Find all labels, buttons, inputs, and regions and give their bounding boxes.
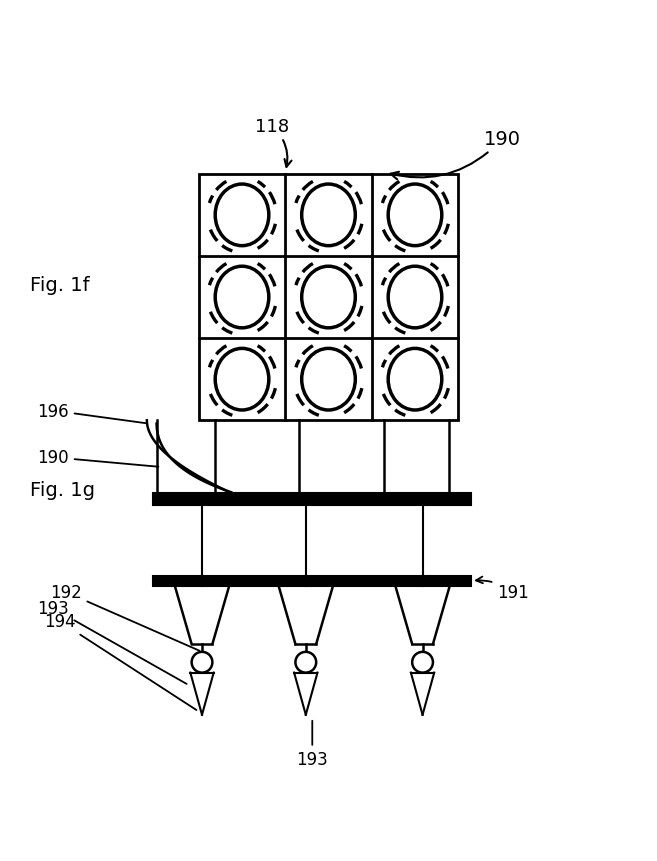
Text: 193: 193 xyxy=(37,600,187,684)
Circle shape xyxy=(412,652,433,672)
Text: 190: 190 xyxy=(390,130,521,180)
Ellipse shape xyxy=(215,349,269,411)
Text: 190: 190 xyxy=(37,449,158,468)
Circle shape xyxy=(296,652,316,672)
Text: 191: 191 xyxy=(476,577,529,602)
Text: 194: 194 xyxy=(44,613,196,710)
Circle shape xyxy=(192,652,212,672)
Ellipse shape xyxy=(215,185,269,246)
Text: 192: 192 xyxy=(50,584,200,651)
Ellipse shape xyxy=(302,267,355,328)
Text: 196: 196 xyxy=(37,402,145,424)
Ellipse shape xyxy=(388,267,442,328)
Bar xyxy=(153,493,471,505)
Ellipse shape xyxy=(215,267,269,328)
Ellipse shape xyxy=(388,349,442,411)
Ellipse shape xyxy=(302,185,355,246)
Text: 118: 118 xyxy=(255,118,292,168)
Text: Fig. 1g: Fig. 1g xyxy=(30,480,95,499)
Text: 193: 193 xyxy=(296,721,328,769)
Text: Fig. 1f: Fig. 1f xyxy=(30,276,90,294)
Bar xyxy=(153,576,471,586)
Ellipse shape xyxy=(388,185,442,246)
Bar xyxy=(199,175,458,421)
Ellipse shape xyxy=(302,349,355,411)
